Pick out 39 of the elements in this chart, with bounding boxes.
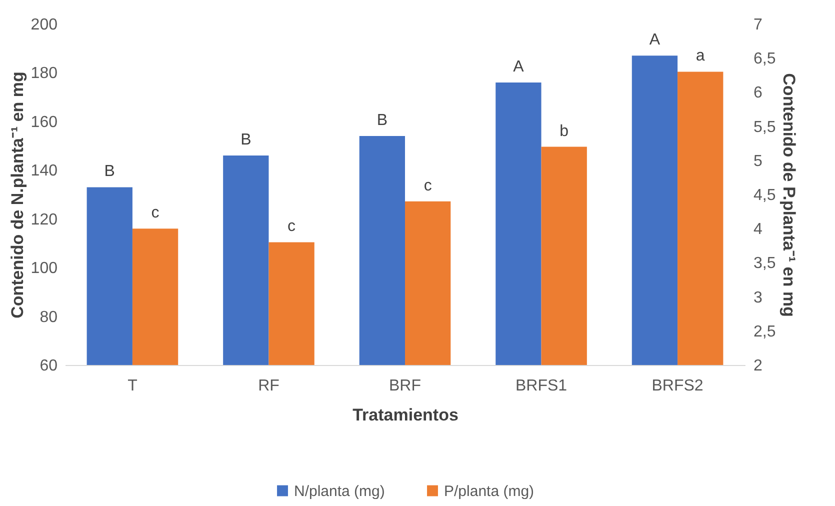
data-label: c (424, 177, 432, 194)
data-label: A (649, 32, 660, 49)
y2-axis-title: Contenido de P.planta⁻¹ en mg (780, 73, 799, 317)
y-tick-label: 180 (30, 65, 58, 82)
y2-tick-label: 5 (754, 152, 762, 170)
y-tick-label: 60 (40, 358, 58, 374)
y2-tick-label: 5,5 (754, 118, 776, 136)
data-label: B (376, 112, 388, 130)
data-label: A (513, 58, 524, 76)
y2-tick-label: 7 (754, 16, 762, 34)
data-label: c (151, 204, 160, 222)
y-tick-label: 140 (30, 162, 58, 180)
y2-tick-label: 3 (754, 289, 762, 306)
y-tick-label: 200 (30, 16, 58, 34)
y2-tick-label: 2,5 (754, 323, 776, 340)
legend-label: N/planta (mg) (294, 482, 385, 500)
x-tick-label: BRFS2 (652, 378, 704, 394)
data-label: b (560, 122, 569, 140)
data-label: c (288, 218, 296, 236)
y-tick-label: 80 (40, 308, 58, 326)
x-tick-label: T (128, 378, 138, 394)
y2-tick-label: 3,5 (754, 255, 776, 272)
y-tick-label: 100 (30, 260, 58, 278)
data-label: B (240, 132, 252, 149)
y2-tick-label: 6 (754, 84, 762, 102)
data-label: a (696, 48, 705, 65)
data-label: B (104, 163, 115, 180)
y2-tick-label: 4,5 (754, 187, 776, 204)
y-axis-title: Contenido de N.planta⁻¹ en mg (8, 72, 27, 318)
y-tick-label: 120 (30, 211, 58, 228)
x-tick-label: RF (258, 378, 280, 394)
y2-tick-label: 4 (754, 221, 762, 238)
legend-label: P/planta (mg) (444, 482, 534, 500)
x-tick-label: BRFS1 (515, 378, 568, 394)
x-tick-label: BRF (389, 378, 422, 394)
x-axis-title: Tratamientos (352, 406, 458, 424)
y2-tick-label: 2 (754, 358, 762, 374)
y-tick-label: 160 (30, 114, 58, 131)
y2-tick-label: 6,5 (754, 50, 776, 68)
